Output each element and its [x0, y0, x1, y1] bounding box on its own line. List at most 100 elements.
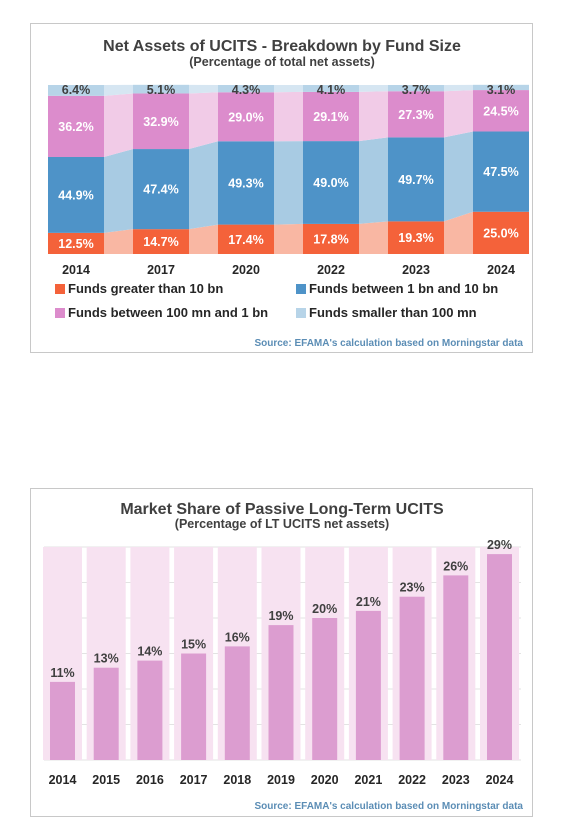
data-label: 4.1%: [317, 83, 346, 97]
x-tick-label: 2024: [486, 773, 514, 787]
data-label: 19%: [268, 609, 293, 623]
data-label: 13%: [94, 652, 119, 666]
x-tick-label: 2021: [354, 773, 382, 787]
bar: [443, 575, 469, 760]
series-connector: [359, 85, 388, 92]
data-label: 20%: [312, 602, 337, 616]
chart-subtitle: (Percentage of total net assets): [189, 55, 374, 69]
passive-share-chart-panel: Market Share of Passive Long-Term UCITS …: [30, 488, 533, 817]
series-connector: [444, 84, 473, 92]
data-label: 49.0%: [313, 176, 348, 190]
x-tick-label: 2022: [398, 773, 426, 787]
bar: [93, 667, 119, 760]
bar-segment: [218, 92, 274, 142]
bar-segment: [303, 85, 359, 92]
legend-swatch: [55, 284, 65, 294]
series-connector: [274, 91, 303, 142]
bar-segment: [473, 131, 529, 212]
data-label: 21%: [356, 595, 381, 609]
data-label: 15%: [181, 638, 206, 652]
bar-segment: [48, 156, 104, 233]
chart-source-note: Source: EFAMA's calculation based on Mor…: [254, 801, 523, 812]
series-connector: [274, 223, 303, 254]
x-tick-label: 2024: [487, 263, 515, 277]
data-label: 17.4%: [228, 233, 263, 247]
series-connector: [104, 149, 133, 233]
bar-segment: [133, 93, 189, 150]
x-tick-label: 2014: [62, 263, 90, 277]
data-label: 17.8%: [313, 232, 348, 246]
bar-segment: [473, 90, 529, 132]
chart-title: Market Share of Passive Long-Term UCITS: [120, 501, 444, 518]
x-tick-label: 2014: [49, 773, 77, 787]
bar-segment: [303, 141, 359, 224]
data-label: 14.7%: [143, 235, 178, 249]
series-connector: [189, 141, 218, 230]
data-label: 14%: [137, 645, 162, 659]
legend-label: Funds between 100 mn and 1 bn: [68, 305, 268, 320]
bar-segment: [473, 84, 529, 91]
x-tick-label: 2020: [311, 773, 339, 787]
data-label: 32.9%: [143, 115, 178, 129]
legend-swatch: [55, 308, 65, 318]
fund-size-stacked-bar-chart: Net Assets of UCITS - Breakdown by Fund …: [48, 38, 529, 349]
series-connector: [444, 90, 473, 138]
bar-segment: [133, 84, 189, 94]
data-label: 29.1%: [313, 110, 348, 124]
bar-segment: [303, 223, 359, 254]
fund-size-chart-panel: Net Assets of UCITS - Breakdown by Fund …: [30, 23, 533, 353]
data-label: 11%: [50, 666, 74, 680]
data-label: 19.3%: [398, 231, 433, 245]
x-tick-label: 2022: [317, 263, 345, 277]
bar-segment: [133, 229, 189, 254]
data-label: 29%: [487, 538, 512, 552]
bar-segment: [473, 211, 529, 254]
bar: [224, 646, 250, 760]
legend-swatch: [296, 284, 306, 294]
data-label: 5.1%: [147, 83, 176, 97]
series-connector: [189, 224, 218, 254]
data-label: 3.7%: [402, 83, 431, 97]
data-label: 25.0%: [483, 226, 518, 240]
x-tick-label: 2023: [442, 773, 470, 787]
data-label: 16%: [225, 630, 250, 644]
data-label: 24.5%: [483, 104, 518, 118]
series-connector: [359, 221, 388, 254]
data-label: 47.5%: [483, 165, 518, 179]
data-label: 12.5%: [58, 237, 93, 251]
data-label: 49.3%: [228, 176, 263, 190]
bar-segment: [218, 85, 274, 93]
data-label: 6.4%: [62, 83, 91, 97]
bar: [268, 625, 294, 760]
data-label: 26%: [443, 559, 468, 573]
x-tick-label: 2019: [267, 773, 295, 787]
legend-label: Funds greater than 10 bn: [68, 281, 223, 296]
bar-segment: [48, 232, 104, 254]
x-tick-label: 2023: [402, 263, 430, 277]
series-connector: [444, 131, 473, 222]
passive-share-bar-chart: Market Share of Passive Long-Term UCITS …: [43, 501, 523, 812]
bar-segment: [133, 149, 189, 230]
bar: [312, 618, 338, 760]
bar-segment: [388, 91, 444, 138]
bar-segment: [218, 224, 274, 254]
bar-segment: [388, 221, 444, 254]
x-tick-label: 2015: [92, 773, 120, 787]
data-label: 4.3%: [232, 83, 261, 97]
bar-segment: [218, 141, 274, 225]
series-connector: [104, 84, 133, 96]
x-tick-label: 2017: [147, 263, 175, 277]
legend-swatch: [296, 308, 306, 318]
data-label: 36.2%: [58, 120, 93, 134]
bar-segment: [388, 85, 444, 92]
bar-segment: [48, 85, 104, 96]
x-tick-label: 2020: [232, 263, 260, 277]
series-connector: [104, 93, 133, 157]
data-label: 47.4%: [143, 183, 178, 197]
series-connector: [189, 84, 218, 94]
data-label: 44.9%: [58, 188, 93, 202]
series-connector: [359, 137, 388, 224]
x-tick-label: 2016: [136, 773, 164, 787]
x-tick-label: 2017: [180, 773, 208, 787]
series-connector: [274, 85, 303, 93]
